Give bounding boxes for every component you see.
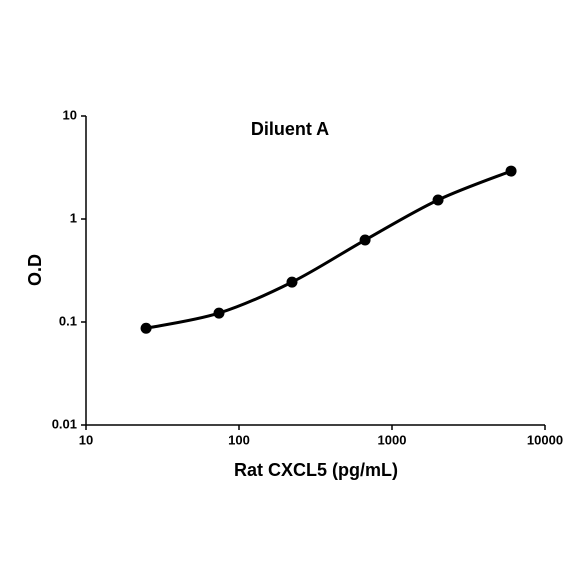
- x-axis-label: Rat CXCL5 (pg/mL): [234, 460, 398, 480]
- x-tick-label: 1000: [378, 432, 407, 447]
- x-tick-label: 10: [79, 432, 93, 447]
- data-point: [432, 194, 444, 206]
- data-point: [359, 234, 371, 246]
- x-tick-label: 10000: [527, 432, 563, 447]
- x-tick-label: 100: [228, 432, 250, 447]
- data-point: [286, 276, 298, 288]
- data-point: [505, 165, 517, 177]
- y-tick-label: 1: [70, 210, 77, 225]
- chart-title: Diluent A: [251, 119, 329, 139]
- y-tick-label: 10: [63, 107, 77, 122]
- y-tick-label: 0.1: [59, 313, 77, 328]
- data-point: [140, 322, 152, 334]
- y-axis-label: O.D: [25, 254, 45, 286]
- data-point: [213, 307, 225, 319]
- y-tick-label: 0.01: [52, 416, 77, 431]
